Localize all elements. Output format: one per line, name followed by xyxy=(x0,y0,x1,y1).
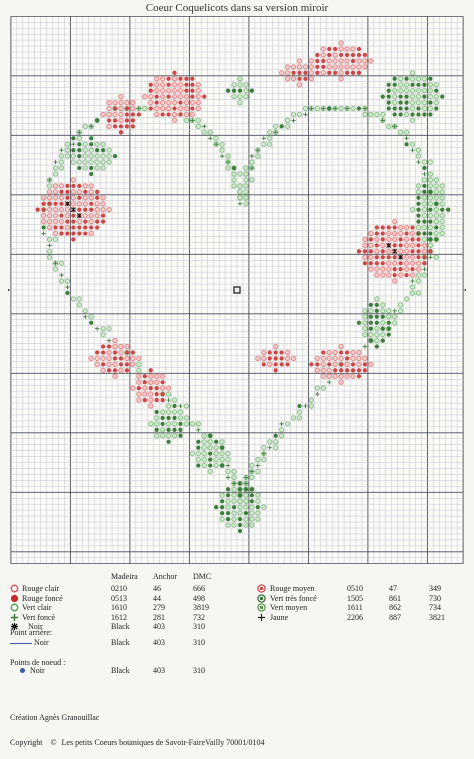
legend-row: Vert foncé 1612 281 732 xyxy=(0,613,474,623)
legend-row: Rouge moyen 0510 47 349 xyxy=(0,584,474,594)
legend-symbol-icon xyxy=(257,584,266,593)
knots-madeira: Black xyxy=(111,666,130,675)
legend-madeira: 1611 xyxy=(347,603,363,612)
copyright: Copyright © Les petits Coeurs botaniques… xyxy=(10,738,264,747)
legend-symbol-icon xyxy=(10,584,19,593)
credit: Création Agnès Granouillac xyxy=(10,713,100,722)
legend: Madeira Anchor DMC Rouge clair 0210 46 666 R… xyxy=(0,572,474,672)
cross-stitch-chart xyxy=(8,16,466,564)
legend-name: Rouge clair xyxy=(22,584,60,593)
knots-label: Points de noeud : xyxy=(10,658,66,667)
legend-name: Vert foncé xyxy=(22,612,56,622)
legend-dmc: 3821 xyxy=(429,612,445,622)
legend-symbol-icon xyxy=(257,593,266,603)
legend-dmc: 666 xyxy=(193,584,205,593)
legend-symbol-icon xyxy=(10,603,19,612)
legend-anchor: 403 xyxy=(153,622,165,631)
header-madeira: Madeira xyxy=(111,572,138,581)
legend-madeira: 1612 xyxy=(111,612,127,622)
legend-name: Rouge foncé xyxy=(22,593,63,603)
legend-dmc: 734 xyxy=(429,603,441,612)
legend-anchor: 279 xyxy=(153,603,165,612)
legend-row: Rouge clair 0210 46 666 xyxy=(0,584,474,594)
legend-symbol-icon xyxy=(10,622,19,631)
knots-dmc: 310 xyxy=(193,666,205,675)
center-arrow-right xyxy=(464,288,466,292)
legend-name: Vert moyen xyxy=(270,603,308,612)
legend-madeira: 1505 xyxy=(347,593,363,603)
header-dmc: DMC xyxy=(193,572,212,581)
legend-dmc: 498 xyxy=(193,593,205,603)
backstitch-dmc: 310 xyxy=(193,638,205,647)
legend-madeira: Black xyxy=(111,622,130,631)
center-arrow-left xyxy=(8,288,10,292)
knot-dot-icon xyxy=(20,668,25,673)
legend-madeira: 1610 xyxy=(111,603,127,612)
legend-row: Noir Black 403 310 xyxy=(0,622,474,632)
stitch-pattern xyxy=(35,40,451,534)
legend-anchor: 44 xyxy=(153,593,161,603)
legend-dmc: 730 xyxy=(429,593,441,603)
chart-title: Coeur Coquelicots dans sa version miroir xyxy=(145,2,329,14)
legend-row: Vert clair 1610 279 3819 xyxy=(0,603,474,613)
legend-dmc: 3819 xyxy=(193,603,209,612)
legend-name: Jaune xyxy=(270,612,289,622)
legend-anchor: 46 xyxy=(153,584,161,593)
legend-dmc: 349 xyxy=(429,584,441,593)
legend-madeira: 0510 xyxy=(347,584,363,593)
legend-row: Vert moyen 1611 862 734 xyxy=(0,603,474,613)
legend-anchor: 861 xyxy=(389,593,401,603)
center-marker xyxy=(233,286,241,294)
backstitch-label: Point arrière: xyxy=(10,628,52,637)
legend-madeira: 2206 xyxy=(347,612,363,622)
legend-dmc: 732 xyxy=(193,612,205,622)
legend-row: Rouge foncé 0513 44 498 xyxy=(0,594,474,604)
legend-madeira: 0513 xyxy=(111,593,127,603)
knots-name: Noir xyxy=(30,666,45,675)
backstitch-name: Noir xyxy=(34,638,49,647)
backstitch-line-icon xyxy=(10,643,32,644)
legend-name: Vert très foncé xyxy=(270,593,317,603)
legend-anchor: 47 xyxy=(389,584,397,593)
legend-symbol-icon xyxy=(10,594,19,602)
copyright-word: Copyright xyxy=(10,738,43,747)
copyright-icon: © xyxy=(50,738,57,747)
legend-anchor: 281 xyxy=(153,612,165,622)
backstitch-madeira: Black xyxy=(111,638,130,647)
legend-name: Rouge moyen xyxy=(270,584,315,593)
backstitch-anchor: 403 xyxy=(153,638,165,647)
legend-symbol-icon xyxy=(257,613,266,621)
legend-symbol-icon xyxy=(257,603,266,612)
legend-symbol-icon xyxy=(10,613,19,621)
legend-row: Jaune 2206 887 3821 xyxy=(0,613,474,623)
legend-anchor: 887 xyxy=(389,612,401,622)
legend-dmc: 310 xyxy=(193,622,205,631)
legend-row: Vert très foncé 1505 861 730 xyxy=(0,594,474,604)
legend-anchor: 862 xyxy=(389,603,401,612)
copyright-text: Les petits Coeurs botaniques de Savoir-F… xyxy=(61,738,265,747)
legend-madeira: 0210 xyxy=(111,584,127,593)
knots-anchor: 403 xyxy=(153,666,165,675)
legend-name: Noir xyxy=(28,622,43,631)
header-anchor: Anchor xyxy=(153,572,177,581)
legend-name: Vert clair xyxy=(22,603,52,612)
